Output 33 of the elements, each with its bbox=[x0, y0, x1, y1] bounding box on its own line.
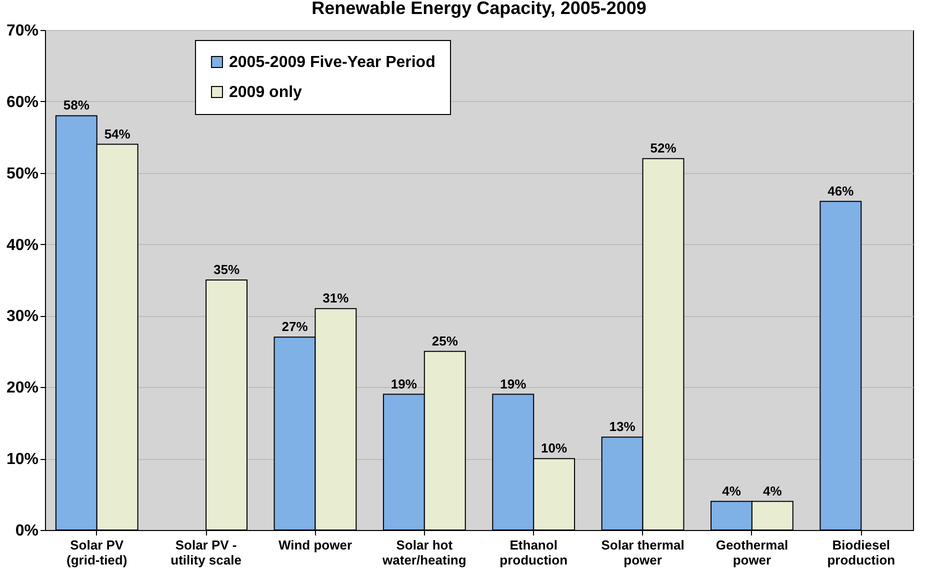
x-tick-label: Ethanol production bbox=[500, 538, 568, 568]
data-label: 19% bbox=[500, 376, 527, 392]
data-label: 27% bbox=[282, 319, 308, 334]
legend-label: 2009 only bbox=[229, 84, 302, 101]
x-tick-label: Solar hot water/heating bbox=[382, 538, 466, 568]
y-tick-label: 50% bbox=[6, 165, 38, 182]
y-tick-label: 70% bbox=[6, 22, 38, 40]
x-tick-label: Solar thermal power bbox=[601, 538, 684, 568]
x-tick-label: Wind power bbox=[278, 538, 352, 552]
data-label: 10% bbox=[541, 440, 568, 456]
y-tick-label: 30% bbox=[6, 308, 38, 326]
data-label: 13% bbox=[609, 419, 636, 434]
y-tick-label: 10% bbox=[6, 451, 38, 468]
data-label: 35% bbox=[214, 262, 240, 277]
data-label: 4% bbox=[763, 483, 782, 498]
data-label: 52% bbox=[650, 140, 677, 156]
data-label: 54% bbox=[104, 126, 131, 142]
data-label: 25% bbox=[432, 333, 458, 348]
data-label: 46% bbox=[828, 183, 854, 198]
y-tick-label: 20% bbox=[6, 380, 38, 397]
chart-title: Renewable Energy Capacity, 2005-2009 bbox=[312, 0, 646, 18]
legend-label: 2005-2009 Five-Year Period bbox=[229, 54, 436, 71]
x-tick-label: Geothermal power bbox=[716, 538, 788, 568]
y-tick-label: 40% bbox=[6, 236, 38, 254]
x-tick-label: Solar PV (grid-tied) bbox=[66, 538, 128, 568]
y-tick-label: 60% bbox=[6, 94, 38, 111]
data-label: 31% bbox=[322, 290, 350, 306]
x-tick-label: Solar PV - utility scale bbox=[170, 538, 242, 568]
data-label: 4% bbox=[722, 483, 742, 498]
data-label: 58% bbox=[63, 98, 90, 113]
y-tick-label: 0% bbox=[15, 522, 38, 540]
data-label: 19% bbox=[390, 376, 418, 392]
x-tick-label: Biodiesel production bbox=[827, 538, 896, 568]
